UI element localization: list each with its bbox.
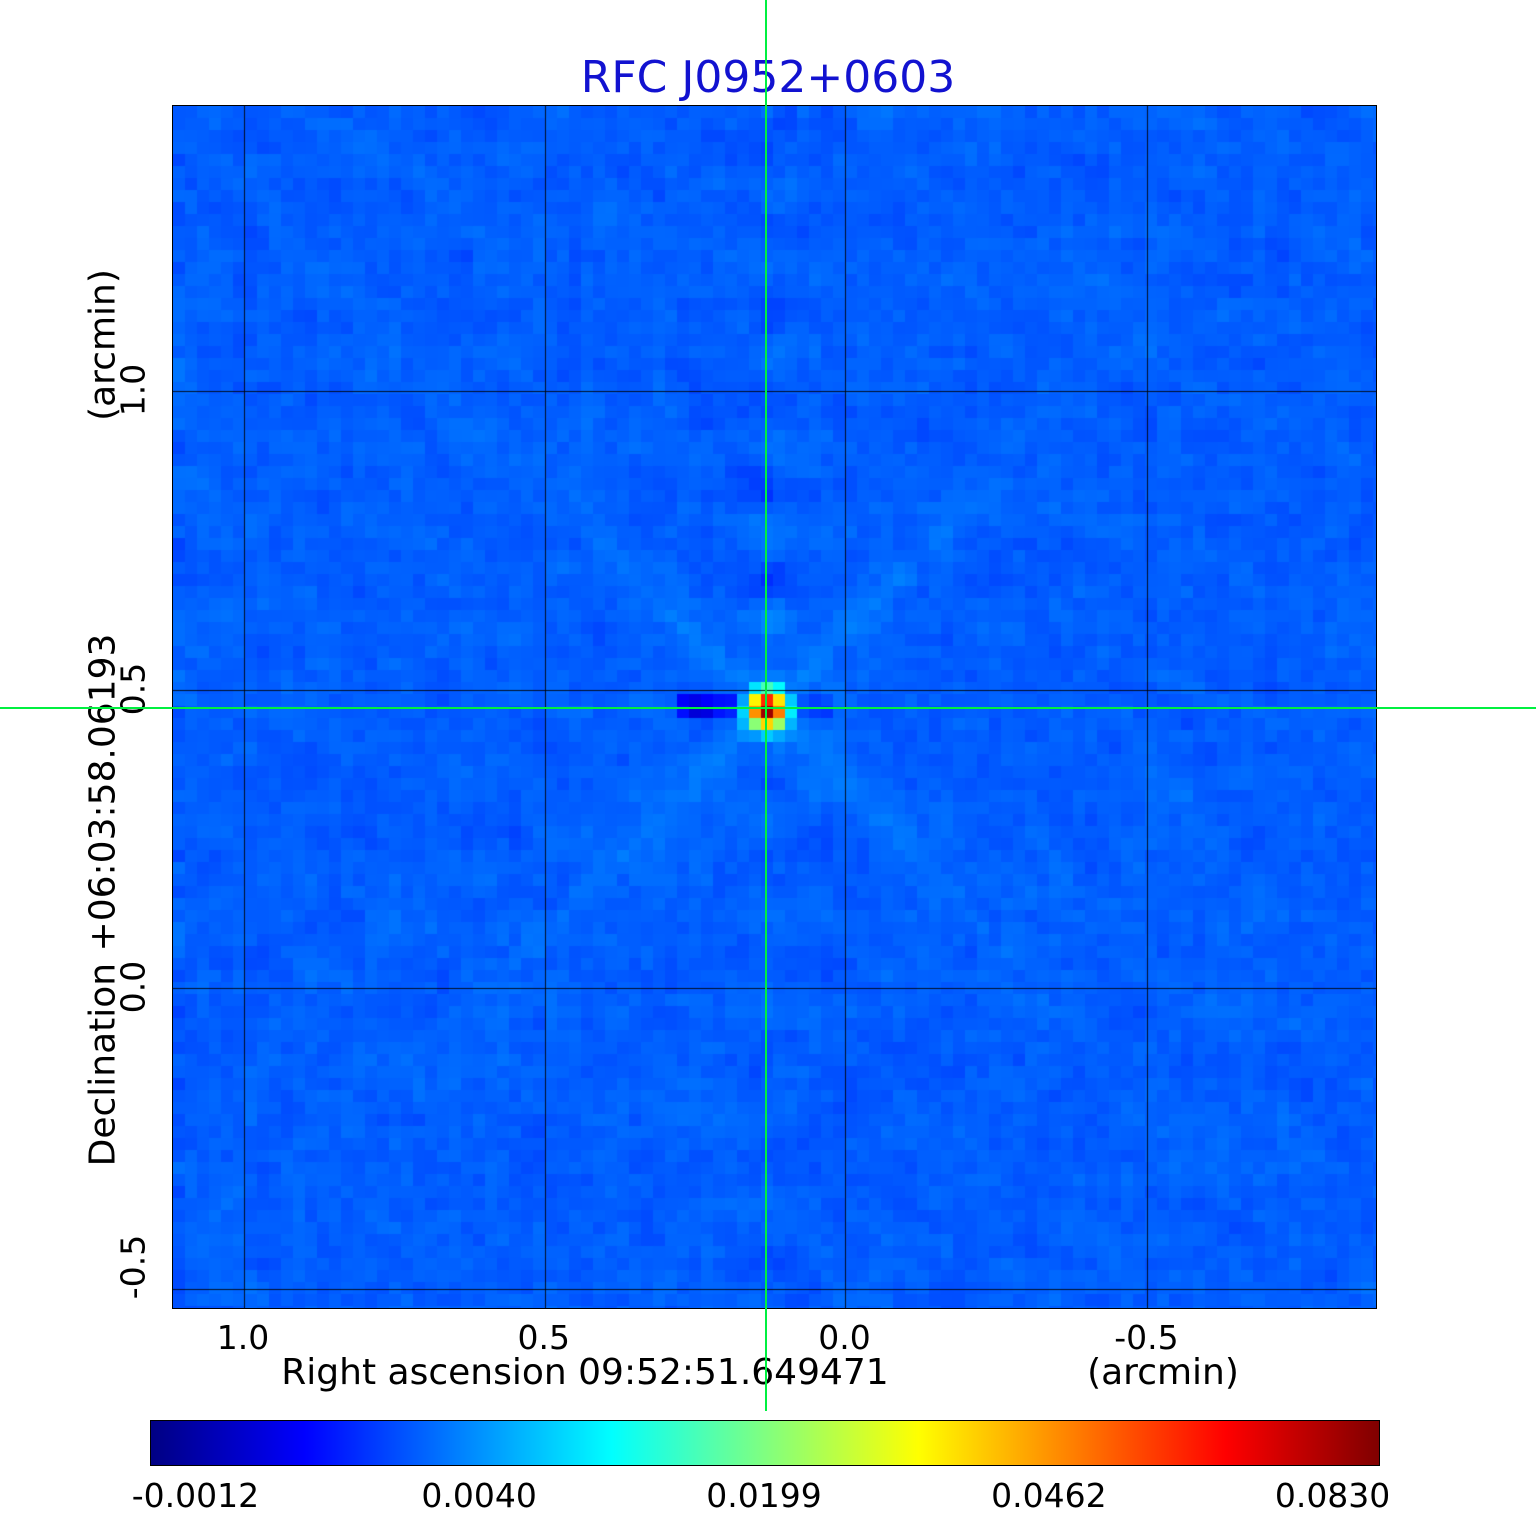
- crosshair-horizontal-line: [0, 707, 1536, 709]
- colorbar-tick-label: -0.0012: [131, 1476, 260, 1515]
- colorbar-tick-label: 0.0830: [1274, 1476, 1391, 1515]
- colorbar-tick-label: 0.0462: [991, 1476, 1107, 1515]
- colorbar: [150, 1420, 1380, 1466]
- y-axis-label: Declination +06:03:58.06193: [82, 633, 124, 1167]
- x-axis-label: Right ascension 09:52:51.649471: [281, 1352, 889, 1393]
- x-tick-label: 1.0: [216, 1318, 270, 1357]
- colorbar-tick-label: 0.0199: [706, 1476, 822, 1515]
- y-axis-unit-label: (arcmin): [82, 269, 124, 421]
- x-axis-unit-label: (arcmin): [1087, 1352, 1239, 1393]
- x-tick-label: -0.5: [1114, 1318, 1179, 1357]
- x-tick-label: 0.0: [818, 1318, 871, 1357]
- x-tick-label: 0.5: [517, 1318, 570, 1357]
- crosshair-vertical-line: [765, 0, 767, 1411]
- plot-title: RFC J0952+0603: [580, 52, 956, 103]
- colorbar-tick-label: 0.0040: [421, 1476, 537, 1515]
- y-tick-label: -0.5: [113, 1235, 153, 1300]
